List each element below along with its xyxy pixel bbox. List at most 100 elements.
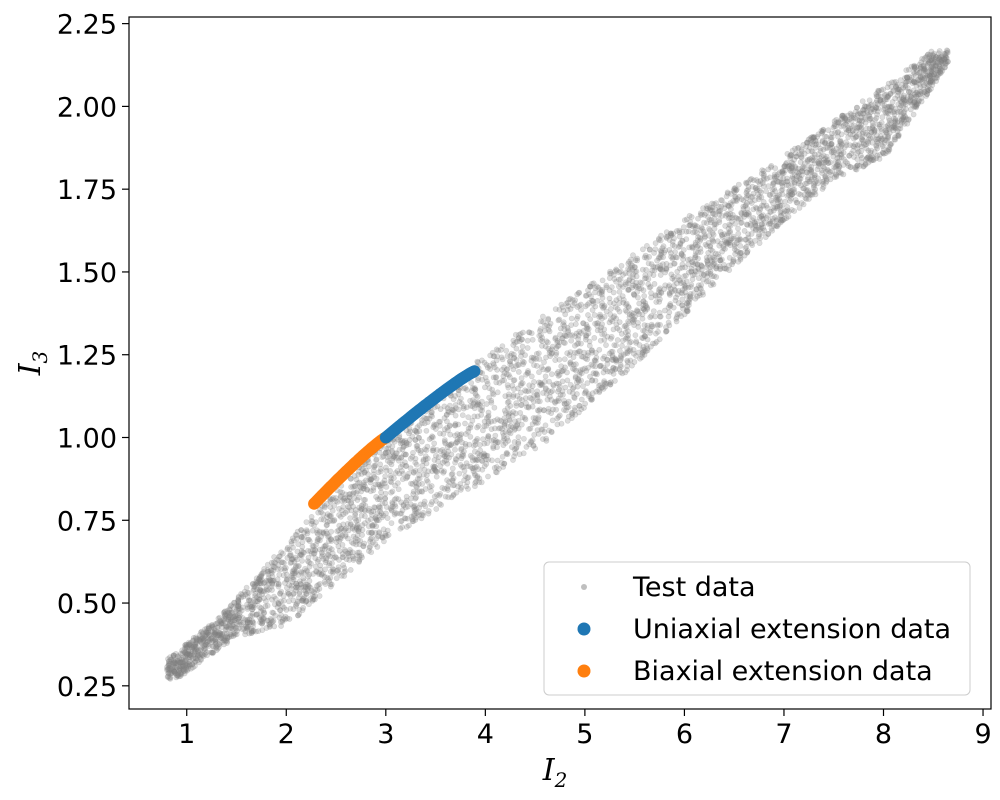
test-data-point — [524, 337, 531, 344]
test-data-point — [877, 97, 883, 104]
test-data-point — [202, 645, 208, 652]
test-data-point — [369, 522, 376, 529]
test-data-point — [824, 166, 831, 173]
test-data-point — [271, 554, 277, 560]
test-data-point — [750, 206, 757, 213]
test-data-point — [443, 411, 450, 418]
test-data-point — [735, 225, 741, 232]
test-data-point — [582, 355, 589, 362]
test-data-point — [299, 557, 305, 564]
test-data-point — [414, 484, 420, 490]
test-data-point — [819, 137, 826, 144]
test-data-point — [685, 298, 691, 305]
test-data-point — [789, 173, 796, 180]
test-data-point — [434, 468, 441, 475]
test-data-point — [421, 498, 428, 505]
test-data-point — [620, 271, 626, 278]
test-data-point — [862, 119, 869, 126]
test-data-point — [878, 137, 884, 144]
test-data-point — [863, 107, 870, 114]
test-data-point — [183, 650, 190, 657]
test-data-point — [778, 187, 785, 194]
test-data-point — [738, 220, 744, 226]
test-data-point — [208, 649, 214, 656]
test-data-point — [719, 256, 725, 263]
test-data-point — [460, 463, 467, 470]
test-data-point — [285, 591, 292, 597]
test-data-point — [777, 219, 784, 226]
test-data-point — [788, 206, 795, 213]
test-data-point — [171, 668, 178, 675]
test-data-point — [263, 583, 270, 590]
test-data-point — [922, 54, 929, 61]
test-data-point — [676, 229, 683, 236]
test-data-point — [174, 672, 181, 679]
test-data-point — [913, 104, 920, 111]
test-data-point — [687, 218, 694, 225]
test-data-point — [903, 67, 910, 74]
test-data-point — [454, 436, 461, 443]
test-data-point — [744, 187, 750, 194]
test-data-point — [180, 668, 187, 674]
test-data-point — [177, 659, 184, 666]
test-data-point — [673, 254, 679, 261]
test-data-point — [928, 56, 935, 62]
test-data-point — [408, 513, 415, 520]
test-data-point — [490, 361, 497, 368]
test-data-point — [680, 305, 686, 312]
test-data-point — [228, 625, 234, 632]
test-data-point — [360, 501, 367, 508]
test-data-point — [352, 512, 358, 519]
test-data-point — [168, 667, 175, 674]
test-data-point — [467, 397, 473, 404]
test-data-point — [395, 455, 402, 461]
test-data-point — [240, 619, 247, 626]
test-data-point — [876, 123, 883, 130]
test-data-point — [529, 383, 536, 389]
test-data-point — [805, 187, 811, 194]
test-data-point — [858, 124, 865, 131]
test-data-point — [610, 370, 617, 377]
test-data-point — [536, 369, 542, 376]
test-data-point — [216, 614, 223, 621]
test-data-point — [851, 154, 857, 160]
test-data-point — [391, 511, 398, 518]
test-data-point — [431, 440, 438, 447]
test-data-point — [504, 366, 510, 373]
test-data-point — [462, 431, 469, 437]
test-data-point — [407, 428, 414, 435]
test-data-point — [539, 334, 546, 341]
test-data-point — [450, 407, 456, 413]
test-data-point — [873, 115, 880, 121]
test-data-point — [669, 242, 676, 248]
test-data-point — [247, 613, 254, 619]
test-data-point — [339, 498, 345, 504]
test-data-point — [683, 228, 690, 235]
test-data-point — [371, 521, 377, 528]
test-data-point — [755, 233, 762, 240]
test-data-point — [653, 330, 659, 337]
test-data-point — [686, 299, 692, 306]
test-data-point — [314, 583, 320, 589]
test-data-point — [941, 56, 948, 63]
test-data-point — [784, 207, 791, 214]
test-data-point — [798, 154, 805, 161]
test-data-point — [569, 302, 576, 309]
test-data-point — [575, 336, 582, 342]
test-data-point — [930, 52, 936, 58]
test-data-point — [308, 521, 315, 527]
test-data-point — [392, 503, 399, 510]
test-data-point — [686, 296, 693, 303]
test-data-point — [810, 138, 816, 145]
test-data-point — [618, 352, 624, 359]
test-data-point — [397, 518, 404, 525]
test-data-point — [459, 412, 466, 419]
test-data-point — [628, 264, 634, 271]
test-data-point — [176, 666, 183, 673]
test-data-point — [201, 646, 207, 652]
test-data-point — [892, 120, 898, 127]
test-data-point — [619, 342, 625, 349]
test-data-point — [373, 535, 380, 542]
test-data-point — [815, 163, 822, 170]
test-data-point — [483, 422, 490, 429]
